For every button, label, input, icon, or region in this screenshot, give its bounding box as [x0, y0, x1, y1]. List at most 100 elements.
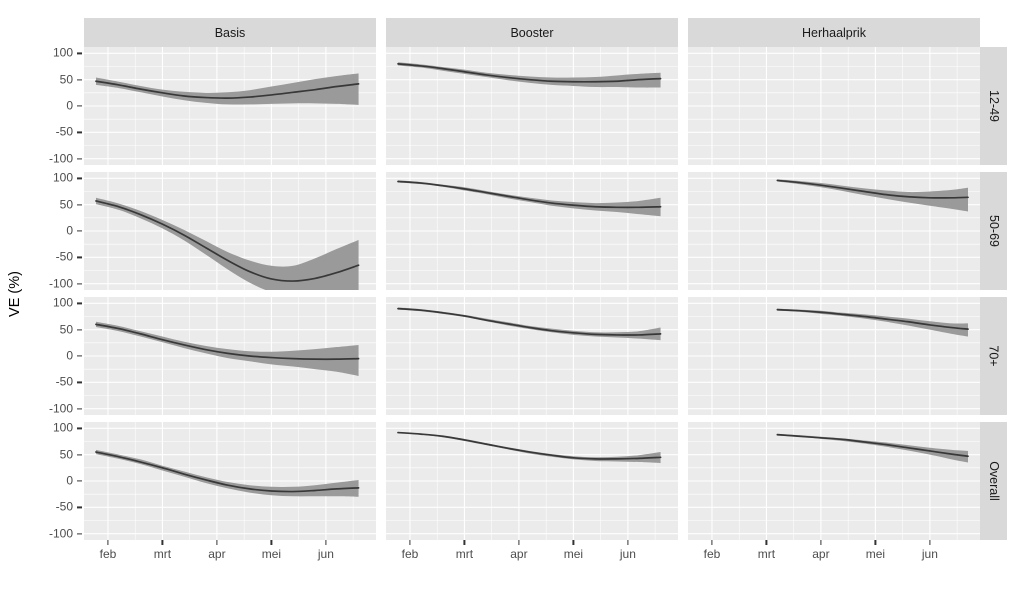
- y-tick-label: 0: [66, 473, 73, 488]
- facet-row-label-50-69: 50-69: [986, 215, 1001, 247]
- panel-booster-70plus: [386, 297, 678, 415]
- y-tick-mark: [77, 533, 82, 535]
- panel-booster-12-49: [386, 47, 678, 165]
- panel-herhaalprik-50-69: [688, 172, 980, 290]
- facet-row-label-70plus: 70+: [986, 345, 1001, 367]
- facet-col-strip-basis: Basis: [84, 18, 376, 47]
- y-tick-mark: [77, 408, 82, 410]
- y-tick-label: 50: [59, 197, 73, 212]
- y-axis-12-49: 100 50 0 -50 -100: [0, 47, 84, 165]
- x-tick-mark: [216, 540, 218, 545]
- y-axis-50-69: 100 50 0 -50 -100: [0, 172, 84, 290]
- smoothed-line: [776, 433, 969, 458]
- x-tick-label: jun: [921, 547, 938, 561]
- y-tick-label: -100: [48, 401, 73, 416]
- smoothed-line: [95, 200, 360, 282]
- x-tick-mark: [929, 540, 931, 545]
- x-tick-mark: [711, 540, 713, 545]
- x-tick-label: mrt: [153, 547, 172, 561]
- y-tick-mark: [77, 52, 82, 54]
- smoothed-line: [95, 323, 360, 361]
- x-tick-mark: [874, 540, 876, 545]
- x-axis-basis: feb mrt apr mei jun: [84, 540, 376, 570]
- x-tick-label: feb: [99, 547, 117, 561]
- y-tick-label: -50: [55, 249, 73, 264]
- confidence-ribbon: [95, 449, 359, 497]
- x-tick-mark: [627, 540, 629, 545]
- panel-booster-overall: [386, 422, 678, 540]
- x-tick-label: mei: [261, 547, 282, 561]
- facet-col-label-booster: Booster: [510, 25, 554, 40]
- x-axis-booster: feb mrt apr mei jun: [386, 540, 678, 570]
- y-tick-label: 50: [59, 72, 73, 87]
- x-tick-label: apr: [812, 547, 830, 561]
- y-axis-overall: 100 50 0 -50 -100: [0, 422, 84, 540]
- y-tick-label: 50: [59, 447, 73, 462]
- y-tick-mark: [77, 256, 82, 258]
- y-tick-mark: [77, 329, 82, 331]
- y-tick-mark: [77, 105, 82, 107]
- confidence-ribbon: [95, 197, 359, 290]
- facet-col-label-herhaalprik: Herhaalprik: [802, 25, 866, 40]
- facet-row-strip-70plus: 70+: [980, 297, 1007, 415]
- facet-row-strip-12-49: 12-49: [980, 47, 1007, 165]
- x-tick-mark: [572, 540, 574, 545]
- x-tick-mark: [518, 540, 520, 545]
- y-tick-label: 100: [52, 420, 73, 435]
- x-tick-label: apr: [208, 547, 226, 561]
- y-tick-mark: [77, 355, 82, 357]
- x-tick-mark: [409, 540, 411, 545]
- panel-basis-70plus: [84, 297, 376, 415]
- y-tick-label: 0: [66, 348, 73, 363]
- x-axis-herhaalprik: feb mrt apr mei jun: [688, 540, 980, 570]
- confidence-ribbon: [777, 434, 969, 463]
- x-tick-label: mrt: [757, 547, 776, 561]
- confidence-ribbon: [777, 179, 969, 212]
- x-tick-label: mei: [563, 547, 584, 561]
- x-tick-label: jun: [619, 547, 636, 561]
- panel-herhaalprik-70plus: [688, 297, 980, 415]
- x-tick-mark: [820, 540, 822, 545]
- x-tick-label: jun: [317, 547, 334, 561]
- smoothed-line: [776, 308, 969, 330]
- panel-herhaalprik-12-49: [688, 47, 980, 165]
- facet-row-label-12-49: 12-49: [986, 90, 1001, 122]
- x-tick-label: mrt: [455, 547, 474, 561]
- smoothed-line: [776, 179, 969, 199]
- confidence-ribbon: [95, 321, 359, 377]
- y-tick-label: 50: [59, 322, 73, 337]
- y-tick-mark: [77, 230, 82, 232]
- smoothed-line: [397, 180, 662, 209]
- x-tick-label: feb: [703, 547, 721, 561]
- y-tick-label: 0: [66, 223, 73, 238]
- facet-row-strip-50-69: 50-69: [980, 172, 1007, 290]
- panel-herhaalprik-overall: [688, 422, 980, 540]
- panel-booster-50-69: [386, 172, 678, 290]
- facet-col-label-basis: Basis: [214, 25, 246, 40]
- y-tick-mark: [77, 204, 82, 206]
- y-tick-mark: [77, 79, 82, 81]
- y-tick-label: 100: [52, 295, 73, 310]
- smoothed-line: [397, 63, 662, 83]
- y-tick-label: 0: [66, 98, 73, 113]
- y-tick-label: -50: [55, 374, 73, 389]
- x-tick-mark: [765, 540, 768, 545]
- facet-col-strip-herhaalprik: Herhaalprik: [688, 18, 980, 47]
- y-tick-mark: [77, 283, 82, 285]
- x-tick-mark: [325, 540, 327, 545]
- y-tick-mark: [77, 177, 82, 179]
- y-tick-mark: [77, 506, 82, 508]
- panel-basis-50-69: [84, 172, 376, 290]
- facet-col-strip-booster: Booster: [386, 18, 678, 47]
- x-tick-mark: [161, 540, 164, 545]
- x-tick-mark: [270, 540, 272, 545]
- y-tick-label: -50: [55, 499, 73, 514]
- y-tick-label: 100: [52, 170, 73, 185]
- facet-grid: Basis Booster Herhaalprik 100 50 0 -50 -100 …: [0, 18, 1007, 570]
- smoothed-line: [95, 80, 360, 99]
- confidence-ribbon: [95, 73, 359, 105]
- y-axis-70plus: 100 50 0 -50 -100: [0, 297, 84, 415]
- y-tick-label: -100: [48, 526, 73, 541]
- y-tick-mark: [77, 158, 82, 160]
